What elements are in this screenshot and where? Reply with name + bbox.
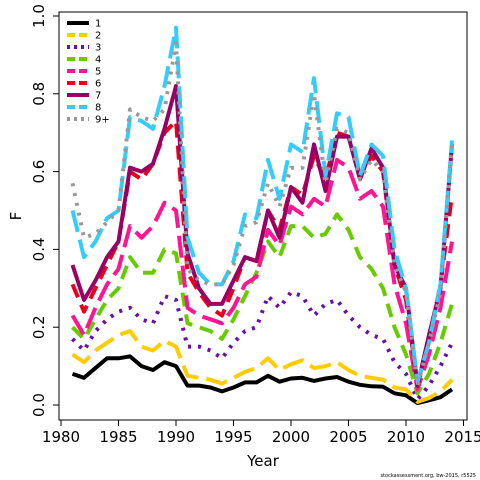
legend-label: 6 [95, 79, 101, 90]
x-axis: 1980 1985 1990 1995 2000 2005 2010 2015 [42, 420, 480, 446]
y-tick-label: 1.0 [30, 4, 48, 28]
x-tick-label: 1980 [42, 428, 80, 446]
series-line-3 [71, 290, 454, 402]
credit-text: stockassessment.org, bw-2015, r5525 [380, 473, 476, 479]
legend-label: 8 [95, 103, 101, 114]
y-axis-title: F [7, 212, 25, 221]
legend-label: 5 [95, 67, 101, 78]
x-tick-label: 2000 [272, 428, 310, 446]
legend-label: 9+ [95, 115, 110, 126]
y-axis: 0.0 0.2 0.4 0.6 0.8 1.0 [30, 4, 59, 417]
x-tick-label: 1995 [214, 428, 252, 446]
series-lines [70, 25, 454, 406]
series-line-8 [70, 25, 454, 384]
y-tick-label: 0.0 [30, 393, 48, 417]
legend-label: 2 [95, 31, 101, 42]
series-line-2 [71, 329, 454, 404]
series-line-5 [70, 157, 454, 392]
legend-label: 4 [95, 55, 101, 66]
x-tick-label: 2005 [329, 428, 367, 446]
x-tick-label: 1985 [99, 428, 137, 446]
series-line-1 [71, 354, 454, 406]
plot-frame [58, 11, 468, 421]
legend-label: 3 [95, 43, 101, 54]
x-axis-title: Year [246, 452, 280, 470]
y-tick-label: 0.6 [30, 160, 48, 184]
x-tick-label: 1990 [157, 428, 195, 446]
legend-label: 7 [95, 91, 101, 102]
y-tick-label: 0.2 [30, 315, 48, 339]
legend-label: 1 [95, 19, 101, 30]
y-tick-label: 0.8 [30, 82, 48, 106]
y-tick-label: 0.4 [30, 237, 48, 261]
x-tick-label: 2015 [444, 428, 480, 446]
x-tick-label: 2010 [387, 428, 425, 446]
